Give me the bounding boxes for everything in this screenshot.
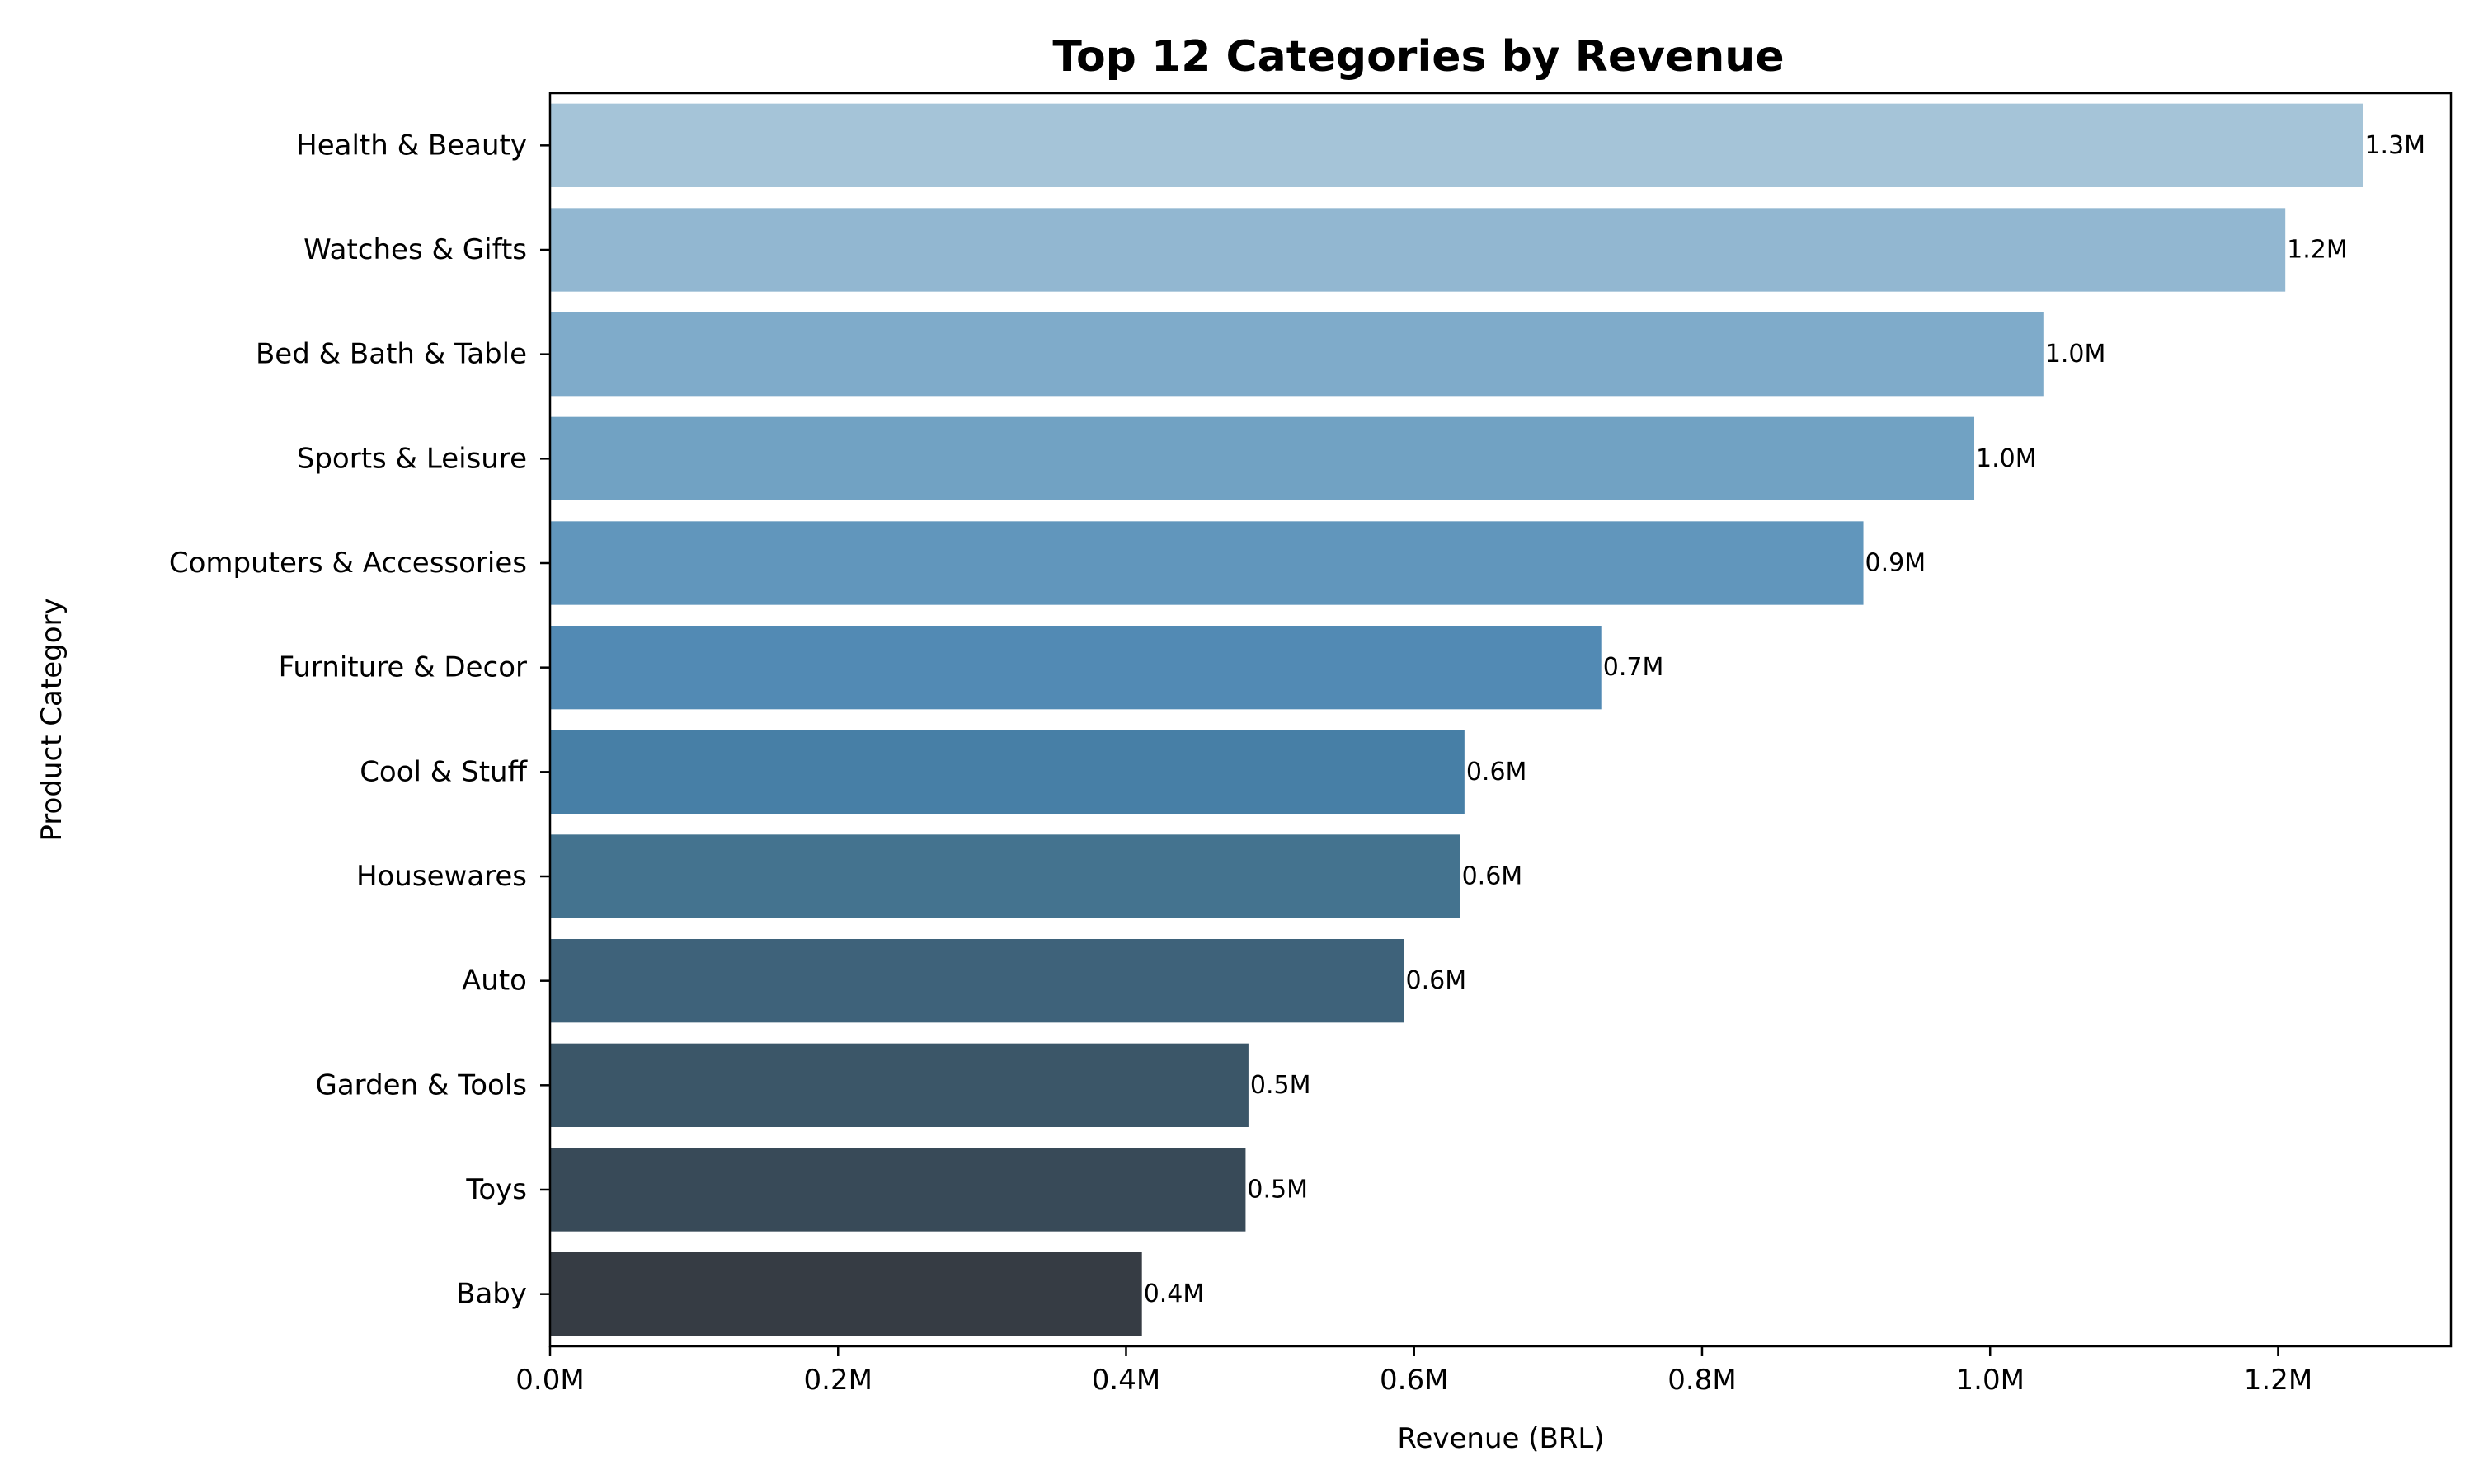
bar [550,626,1602,710]
y-tick-label: Housewares [356,860,527,893]
bar [550,521,1864,605]
data-label: 0.6M [1466,758,1527,787]
data-label: 0.9M [1865,549,1926,578]
bar [550,1148,1246,1232]
bar [550,208,2286,292]
bar [550,1252,1142,1336]
y-axis-ticks: Health & Beauty Watches & Gifts Bed & Bath… [169,129,550,1311]
bar [550,730,1465,814]
x-tick-label: 0.4M [1092,1364,1160,1397]
bar [550,103,2363,187]
x-axis-label: Revenue (BRL) [1397,1422,1604,1455]
data-label: 0.5M [1250,1071,1311,1100]
x-tick-label: 0.8M [1667,1364,1736,1397]
y-axis-label: Product Category [35,598,68,841]
x-axis-ticks: 0.0M 0.2M 0.4M 0.6M 0.8M 1.0M 1.2M [515,1346,2312,1397]
y-tick-label: Computers & Accessories [169,547,527,580]
y-tick-label: Auto [462,965,527,998]
data-label: 1.2M [2287,236,2348,265]
data-label: 0.5M [1247,1176,1308,1205]
data-label: 1.0M [2045,340,2106,369]
y-tick-label: Cool & Stuff [360,755,528,788]
x-tick-label: 0.0M [515,1364,584,1397]
y-tick-label: Baby [456,1278,527,1311]
y-tick-label: Toys [465,1173,527,1206]
y-tick-label: Garden & Tools [316,1068,528,1101]
bar [550,312,2044,397]
data-label: 0.6M [1406,966,1467,995]
x-tick-label: 0.2M [804,1364,872,1397]
bars-group: 1.3M 1.2M 1.0M 1.0M 0.9M 0.7M 0.6M 0.6M 0.6M 0.5M… [550,103,2425,1336]
bar [550,1043,1249,1127]
plot-frame [548,92,2453,1348]
y-tick-label: Watches & Gifts [303,233,527,266]
bar [550,416,1975,500]
y-tick-label: Sports & Leisure [297,442,527,475]
data-label: 0.4M [1144,1280,1205,1308]
x-tick-label: 1.2M [2244,1364,2312,1397]
x-tick-label: 0.6M [1380,1364,1448,1397]
data-label: 1.3M [2364,131,2425,160]
chart-title: Top 12 Categories by Revenue [1052,32,1784,82]
data-label: 1.0M [1976,444,2037,473]
y-tick-label: Health & Beauty [296,129,527,162]
data-label: 0.7M [1603,653,1664,682]
x-tick-label: 1.0M [1956,1364,2025,1397]
bar [550,939,1404,1023]
y-tick-label: Bed & Bath & Table [256,338,527,371]
bar [550,834,1460,918]
data-label: 0.6M [1462,862,1523,891]
y-tick-label: Furniture & Decor [279,651,527,684]
